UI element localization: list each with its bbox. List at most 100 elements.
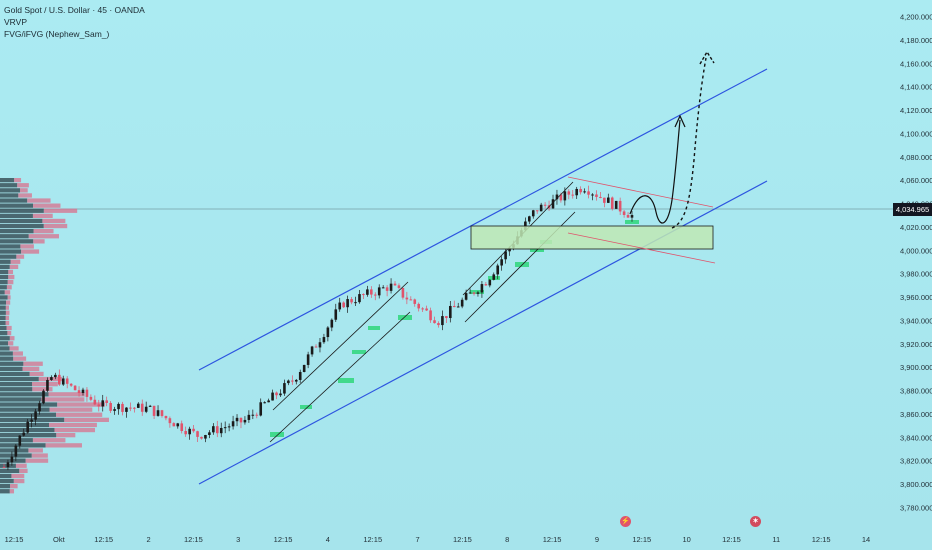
lightning-event-icon[interactable]: ⚡ <box>620 516 631 527</box>
candle-body <box>279 393 282 396</box>
candle-body <box>46 379 49 391</box>
volume-bar-down <box>7 331 12 336</box>
volume-bar-up <box>0 290 5 295</box>
us-flag-event-icon[interactable]: ✶ <box>750 516 761 527</box>
candle-body <box>393 283 397 286</box>
price-tick-label: 3,880.000 <box>900 387 932 396</box>
candle-body <box>397 285 401 288</box>
candle-body <box>559 194 563 201</box>
time-tick-label: Okt <box>53 535 66 544</box>
volume-bar-down <box>32 387 53 392</box>
volume-bar-down <box>5 315 10 320</box>
candle-body <box>14 445 18 457</box>
candle-body <box>283 383 286 394</box>
candle-body <box>366 289 369 295</box>
candle-body <box>445 316 448 319</box>
candle-body <box>73 385 77 391</box>
volume-bar-up <box>0 397 42 402</box>
candle-body <box>57 374 61 385</box>
indicator-fvg-label[interactable]: FVG/iFVG (Nephew_Sam_) <box>4 29 110 39</box>
current-price-tag: 4,034.965 <box>893 203 932 216</box>
candle-body <box>322 337 326 343</box>
volume-bar-down <box>7 295 11 300</box>
candle-body <box>247 414 251 420</box>
candle-body <box>61 378 65 385</box>
candle-body <box>22 432 26 436</box>
candle-body <box>69 383 73 386</box>
candle-body <box>334 309 338 320</box>
candle-body <box>539 204 543 212</box>
volume-bar-up <box>0 331 8 336</box>
candle-body <box>421 308 424 310</box>
volume-bar-up <box>0 422 50 428</box>
candle-body <box>575 188 579 196</box>
price-tick-label: 3,940.000 <box>900 316 932 325</box>
candle-body <box>18 435 22 446</box>
volume-bar-down <box>9 336 15 341</box>
volume-bar-up <box>0 407 50 412</box>
candle-body <box>476 292 480 294</box>
volume-bar-up <box>0 300 7 305</box>
candle-body <box>385 287 389 291</box>
candle-body <box>377 287 381 296</box>
candle-body <box>251 414 255 416</box>
candle-body <box>239 417 243 423</box>
time-tick-label: 12:15 <box>363 535 382 544</box>
candle-body <box>50 377 53 380</box>
candle-body <box>294 379 298 382</box>
volume-bar-down <box>43 208 78 213</box>
candle-body <box>180 423 184 432</box>
volume-bar-down <box>6 325 12 331</box>
candle-body <box>30 419 33 422</box>
candle-body <box>626 214 630 218</box>
volume-bar-down <box>19 188 28 193</box>
candle-body <box>38 403 41 412</box>
candle-body <box>129 407 132 409</box>
symbol-title[interactable]: Gold Spot / U.S. Dollar · 45 · OANDA <box>4 5 145 15</box>
candle-body <box>373 294 377 296</box>
price-tick-label: 3,900.000 <box>900 363 932 372</box>
volume-bar-down <box>6 300 11 305</box>
indicator-vrvp-label[interactable]: VRVP <box>4 17 27 27</box>
time-axis[interactable]: 12:15 Okt 12:15 2 12:15 3 12:15 4 12:15 7 12:15 8 12… <box>5 535 871 544</box>
volume-bar-up <box>0 244 21 249</box>
candle-body <box>618 200 622 212</box>
volume-bar-down <box>10 259 21 264</box>
time-tick-label: 12:15 <box>184 535 203 544</box>
candle-body <box>109 402 112 411</box>
volume-bar-down <box>42 218 66 224</box>
candle-body <box>531 210 535 217</box>
candle-body <box>567 191 571 195</box>
candle-body <box>599 196 602 198</box>
candle-body <box>429 310 432 321</box>
price-axis[interactable]: 4,200.000 4,180.000 4,160.000 4,140.000 4,12… <box>900 13 932 513</box>
volume-bar-up <box>0 356 14 361</box>
candle-body <box>607 197 610 203</box>
volume-bar-up <box>0 484 11 489</box>
candle-body <box>144 406 148 412</box>
time-tick-label: 7 <box>415 535 419 544</box>
candle-body <box>168 418 172 424</box>
price-tick-label: 4,000.000 <box>900 246 932 255</box>
volume-bar-down <box>8 274 15 280</box>
time-tick-label: 12:15 <box>5 535 24 544</box>
candle-body <box>452 305 456 308</box>
volume-bar-up <box>0 183 18 188</box>
volume-bar-up <box>0 443 46 448</box>
volume-bar-down <box>33 203 61 208</box>
candle-body <box>437 323 440 326</box>
candle-body <box>89 396 93 400</box>
candle-body <box>579 188 582 193</box>
volume-bar-up <box>0 178 15 183</box>
volume-bar-up <box>0 203 34 208</box>
candle-body <box>97 404 101 407</box>
candle-body <box>362 294 365 296</box>
candle-body <box>267 400 270 403</box>
candle-body <box>535 210 539 212</box>
volume-bar-up <box>0 280 8 285</box>
volume-bar-up <box>0 254 17 259</box>
price-tick-label: 3,820.000 <box>900 457 932 466</box>
candle-body <box>425 308 428 311</box>
